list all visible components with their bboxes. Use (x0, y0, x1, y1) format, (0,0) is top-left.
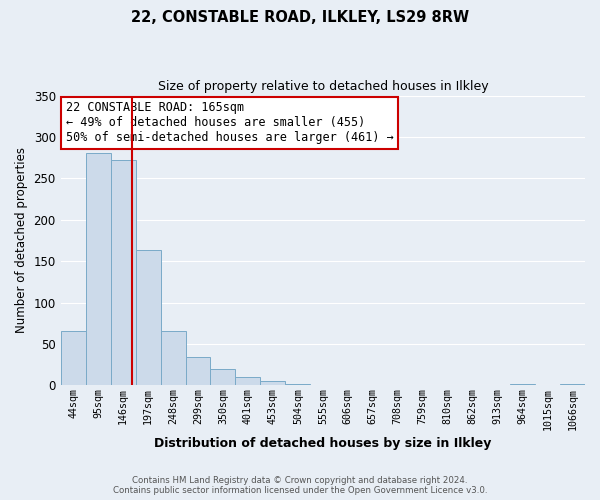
Bar (510, 384, 535, 386)
Text: 22, CONSTABLE ROAD, ILKLEY, LS29 8RW: 22, CONSTABLE ROAD, ILKLEY, LS29 8RW (131, 10, 469, 25)
Bar (260, 381, 286, 386)
Bar (560, 384, 585, 386)
X-axis label: Distribution of detached houses by size in Ilkley: Distribution of detached houses by size … (154, 437, 491, 450)
Bar (61, 332, 86, 386)
Bar (286, 384, 310, 386)
Bar (136, 250, 161, 386)
Bar (211, 368, 235, 386)
Text: 22 CONSTABLE ROAD: 165sqm
← 49% of detached houses are smaller (455)
50% of semi: 22 CONSTABLE ROAD: 165sqm ← 49% of detac… (66, 102, 394, 144)
Bar (110, 160, 136, 386)
Bar (235, 377, 260, 386)
Text: Contains HM Land Registry data © Crown copyright and database right 2024.
Contai: Contains HM Land Registry data © Crown c… (113, 476, 487, 495)
Bar (86, 152, 110, 386)
Bar (161, 330, 185, 386)
Title: Size of property relative to detached houses in Ilkley: Size of property relative to detached ho… (158, 80, 488, 93)
Bar (185, 357, 211, 386)
Y-axis label: Number of detached properties: Number of detached properties (15, 148, 28, 334)
